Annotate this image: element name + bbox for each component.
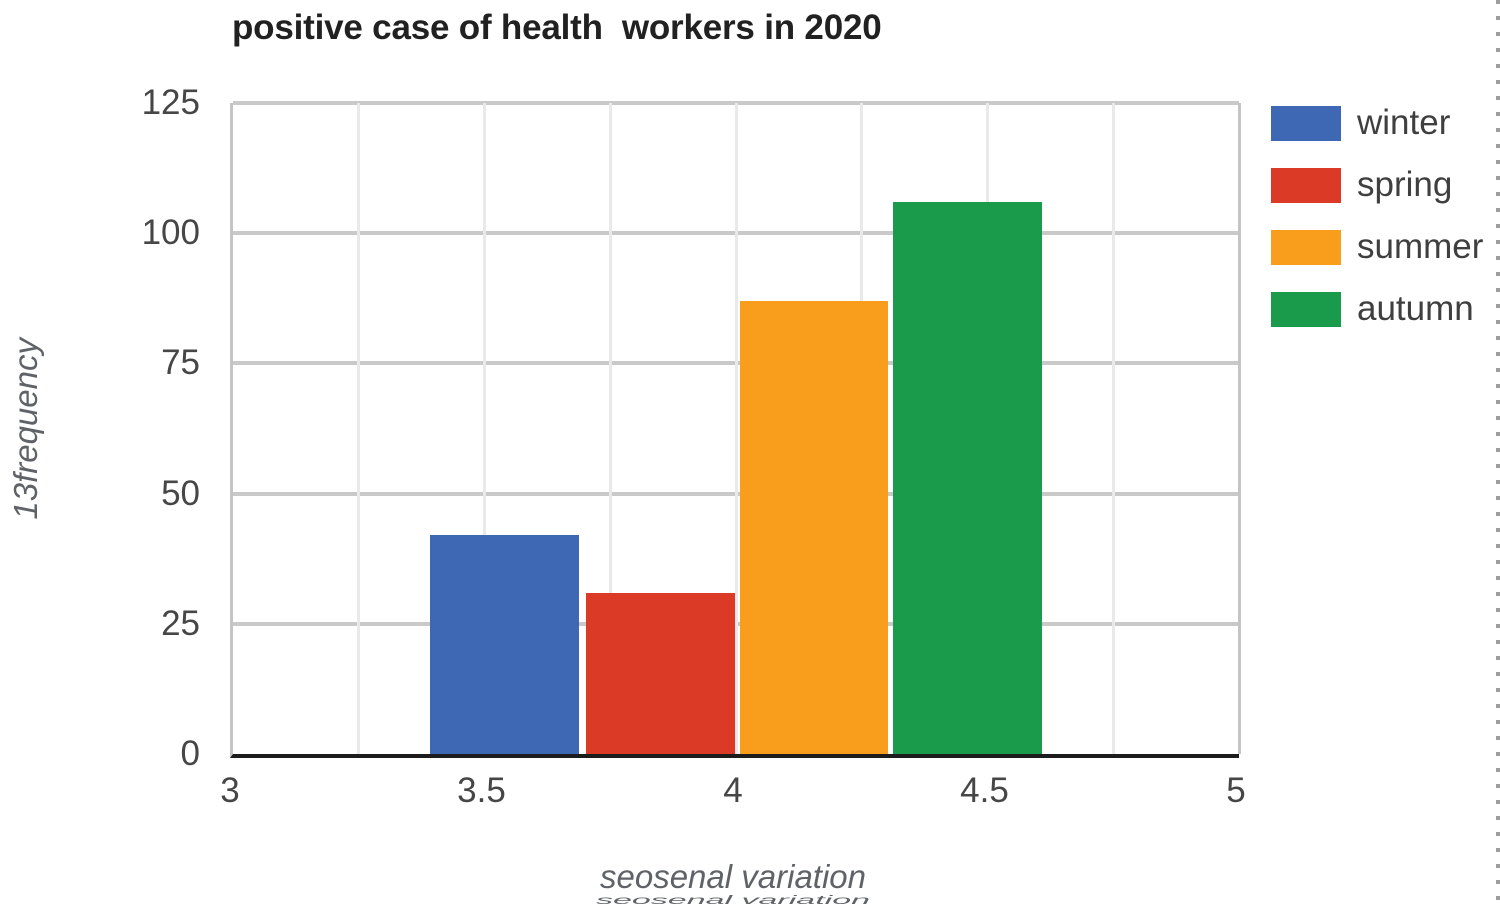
gridline-vertical — [608, 103, 612, 754]
y-tick-label: 0 — [180, 734, 200, 773]
y-tick-label: 100 — [141, 213, 200, 253]
x-tick-label: 5 — [1226, 771, 1246, 810]
x-tick-label: 3 — [220, 771, 240, 810]
y-axis-title-container: 13frequency — [4, 103, 48, 754]
bar-autumn — [892, 201, 1042, 754]
legend-item-autumn: autumn — [1271, 289, 1483, 329]
gridline-vertical — [1111, 103, 1115, 754]
legend-swatch-spring — [1271, 167, 1341, 203]
y-tick-label: 125 — [141, 83, 200, 122]
legend-label: autumn — [1357, 289, 1474, 328]
bar-winter — [430, 535, 580, 754]
y-tick-label: 50 — [161, 473, 200, 513]
legend-item-summer: summer — [1271, 227, 1483, 267]
legend-swatch-summer — [1271, 229, 1341, 265]
y-tick-label: 25 — [161, 603, 200, 643]
x-tick-label: 3.5 — [457, 771, 506, 810]
gridline-vertical — [483, 103, 486, 754]
page-boundary-dotted-line — [1496, 0, 1500, 907]
x-axis-title: seosenal variation — [600, 858, 866, 895]
x-tick-label: 4.5 — [960, 771, 1009, 810]
gridline-vertical — [357, 103, 361, 754]
chart-title: positive case of health workers in 2020 — [232, 8, 882, 47]
plot-right-border — [1237, 103, 1241, 754]
bar-spring — [586, 592, 735, 754]
legend-label: winter — [1357, 103, 1451, 142]
legend-label: spring — [1357, 165, 1453, 204]
gridline-vertical — [734, 103, 738, 754]
x-axis-title-clipped-artifact: seosenal variation — [595, 894, 871, 907]
legend-item-winter: winter — [1271, 103, 1483, 143]
y-tick-label: 75 — [161, 343, 200, 383]
legend: winter spring summer autumn — [1271, 103, 1483, 329]
legend-swatch-winter — [1271, 105, 1341, 141]
plot-area — [230, 101, 1241, 758]
bar-summer — [739, 300, 889, 754]
legend-label: summer — [1357, 227, 1484, 266]
x-tick-label: 4 — [723, 771, 743, 810]
legend-swatch-autumn — [1271, 291, 1341, 327]
legend-item-spring: spring — [1271, 165, 1483, 205]
